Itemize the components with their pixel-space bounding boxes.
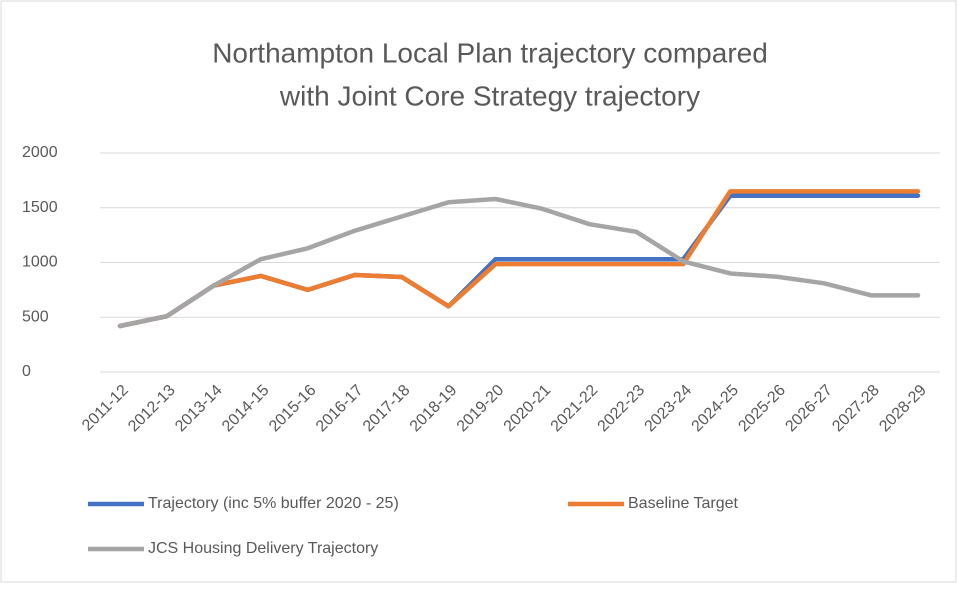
y-tick-label: 500 [22,308,49,325]
chart-title: with Joint Core Strategy trajectory [279,80,700,111]
y-tick-label: 0 [22,363,31,380]
y-tick-label: 1500 [22,199,58,216]
series-line [117,189,921,329]
legend-label: JCS Housing Delivery Trajectory [148,540,378,557]
chart-title: Northampton Local Plan trajectory compar… [212,37,768,68]
legend-label: Trajectory (inc 5% buffer 2020 - 25) [148,495,399,512]
y-tick-label: 1000 [22,254,58,271]
legend-label: Baseline Target [628,495,739,512]
series-line [117,196,921,329]
y-tick-label: 2000 [22,144,58,161]
